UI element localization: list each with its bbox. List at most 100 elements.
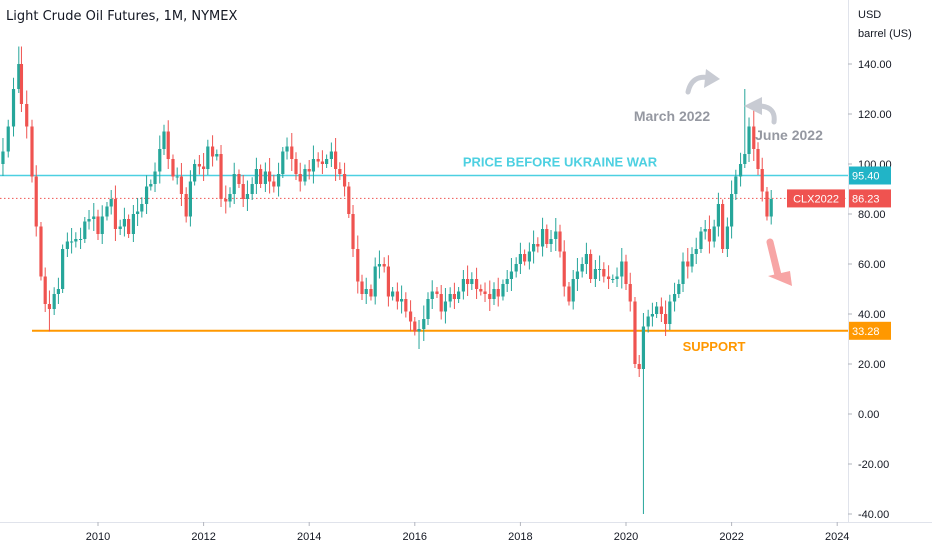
candle-body xyxy=(756,149,760,169)
candle-body xyxy=(386,266,390,297)
candle-body xyxy=(690,254,694,267)
candle-body xyxy=(527,251,531,262)
candle-body xyxy=(127,219,131,234)
candle-body xyxy=(575,271,580,279)
candle-body xyxy=(514,264,518,272)
candle-body xyxy=(193,164,197,182)
candle-body xyxy=(179,176,184,194)
candle-body xyxy=(136,211,140,214)
x-tick-label: 2010 xyxy=(86,531,110,543)
candle-body xyxy=(232,174,236,194)
candle-body xyxy=(166,131,170,159)
candle-body xyxy=(562,251,566,287)
arrow-curved-left-icon xyxy=(757,103,777,125)
x-tick-label: 2024 xyxy=(825,531,849,543)
candle-body xyxy=(144,186,149,204)
candle-body xyxy=(105,206,109,217)
candle-body xyxy=(140,204,144,212)
y-tick-label: 140.00 xyxy=(858,59,892,71)
candle-body xyxy=(602,269,606,277)
candle-body xyxy=(70,241,74,243)
candle-body xyxy=(452,294,456,299)
candle-body xyxy=(334,151,338,169)
candle-body xyxy=(408,311,413,322)
candle-body xyxy=(56,289,60,294)
candle-body xyxy=(96,216,100,234)
candle-body xyxy=(567,286,571,302)
candle-body xyxy=(655,306,659,314)
support-label: SUPPORT xyxy=(683,339,746,354)
candle-body xyxy=(439,294,443,312)
candle-body xyxy=(34,176,38,227)
candle-body xyxy=(290,146,294,159)
annotation-june-2022: June 2022 xyxy=(755,127,823,143)
y-tick-label: 20.00 xyxy=(858,359,886,371)
candle-body xyxy=(113,199,118,229)
candle-body xyxy=(734,176,738,194)
candle-body xyxy=(254,169,258,184)
candle-body xyxy=(342,174,347,187)
candle-body xyxy=(268,171,272,182)
candle-body xyxy=(303,169,307,182)
candle-body xyxy=(571,279,575,302)
candle-body xyxy=(307,169,311,172)
candle-body xyxy=(668,301,672,324)
candle-body xyxy=(686,261,690,267)
price-label-war-text: 95.40 xyxy=(852,171,880,183)
candle-body xyxy=(118,226,122,229)
candle-body xyxy=(593,269,597,279)
candle-body xyxy=(356,249,360,282)
x-tick-label: 2018 xyxy=(508,531,532,543)
candle-body xyxy=(259,169,263,184)
candle-body xyxy=(272,181,276,187)
x-tick-label: 2012 xyxy=(191,531,215,543)
candle-body xyxy=(672,294,677,302)
price-label-support-text: 33.28 xyxy=(852,326,880,338)
candle-body xyxy=(716,204,720,227)
candle-body xyxy=(197,164,201,167)
candle-body xyxy=(74,239,78,242)
candle-body xyxy=(712,226,716,242)
candle-body xyxy=(549,239,553,244)
candle-body xyxy=(228,194,232,202)
candle-body xyxy=(338,169,342,174)
symbol-tag-text: CLX2022 xyxy=(793,193,839,205)
candle-body xyxy=(364,289,368,294)
candle-body xyxy=(281,151,285,174)
candle-body xyxy=(558,231,562,252)
candle-body xyxy=(215,154,219,157)
x-tick-label: 2020 xyxy=(614,531,638,543)
candle-body xyxy=(417,329,421,332)
candle-body xyxy=(78,239,83,240)
candle-body xyxy=(765,191,769,217)
candle-body xyxy=(743,154,747,164)
candle-body xyxy=(725,226,729,249)
candle-body xyxy=(100,216,104,234)
candle-body xyxy=(488,294,492,299)
candle-body xyxy=(760,169,764,192)
candle-body xyxy=(492,289,496,299)
y-tick-label: 80.00 xyxy=(858,209,886,221)
candle-body xyxy=(360,281,364,294)
candle-body xyxy=(294,159,298,174)
candle-body xyxy=(276,174,281,187)
candle-body xyxy=(1,151,5,164)
y-tick-label: 120.00 xyxy=(858,109,892,121)
arrow-head-icon xyxy=(744,97,762,115)
candle-body xyxy=(224,199,228,202)
candle-body xyxy=(606,276,611,279)
candle-body xyxy=(61,249,65,289)
candle-body xyxy=(580,264,584,272)
candle-body xyxy=(298,174,302,182)
candle-body xyxy=(470,279,474,284)
candle-body xyxy=(413,321,417,332)
candle-body xyxy=(237,174,241,184)
candle-body xyxy=(400,299,404,302)
candle-body xyxy=(188,181,192,217)
candle-body xyxy=(351,214,355,249)
candle-body xyxy=(501,284,505,297)
candle-body xyxy=(474,279,479,289)
y-tick-label: 40.00 xyxy=(858,309,886,321)
price-label-current-text: 86.23 xyxy=(852,193,880,205)
